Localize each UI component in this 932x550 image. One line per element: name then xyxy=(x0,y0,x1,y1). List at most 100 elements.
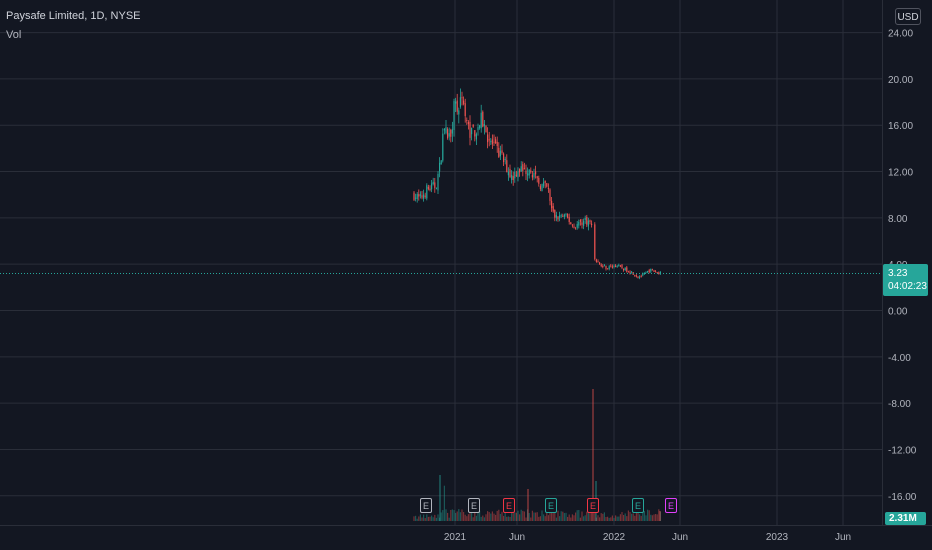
volume-bar xyxy=(659,511,661,521)
volume-bar xyxy=(571,514,573,521)
volume-bar xyxy=(656,514,658,521)
volume-indicator-label[interactable]: Vol xyxy=(6,29,22,41)
candle-body xyxy=(517,171,519,178)
candle-body xyxy=(621,264,623,269)
candle-body xyxy=(597,261,599,263)
candle-body xyxy=(448,133,450,137)
volume-bar xyxy=(455,512,457,521)
earnings-marker[interactable]: E xyxy=(587,498,599,513)
volume-bar xyxy=(637,512,639,521)
symbol-title[interactable]: Paysafe Limited, 1D, NYSE xyxy=(6,10,141,22)
candle-body xyxy=(507,171,509,176)
volume-bar xyxy=(578,509,580,521)
volume-bar xyxy=(546,511,548,521)
volume-bar xyxy=(565,512,567,521)
volume-bar xyxy=(432,517,434,521)
candle-body xyxy=(619,265,621,267)
volume-bar xyxy=(549,510,551,521)
candle-body xyxy=(445,127,447,133)
candle-body xyxy=(576,224,578,228)
volume-bar xyxy=(523,511,525,521)
candle-body xyxy=(504,158,506,160)
candle-body xyxy=(520,166,522,172)
volume-bar xyxy=(423,514,425,521)
candle-body xyxy=(493,141,495,143)
candle-body xyxy=(531,174,533,178)
candle-body xyxy=(595,259,597,262)
currency-button[interactable]: USD xyxy=(895,8,921,25)
candle-body xyxy=(519,168,521,173)
candle-body xyxy=(624,267,626,271)
volume-bar xyxy=(570,517,572,521)
volume-bar xyxy=(547,515,549,521)
candle-body xyxy=(498,147,500,158)
price-axis[interactable]: 24.0020.0016.0012.008.004.000.00-4.00-8.… xyxy=(888,29,917,503)
volume-bar xyxy=(437,514,439,521)
volume-bar xyxy=(461,509,463,521)
earnings-marker[interactable]: E xyxy=(420,498,432,513)
candle-body xyxy=(645,272,647,274)
price-tick-label: 20.00 xyxy=(888,75,913,86)
earnings-marker[interactable]: E xyxy=(545,498,557,513)
candle-body xyxy=(469,121,471,138)
earnings-marker[interactable]: E xyxy=(665,498,677,513)
candle-body xyxy=(555,215,557,218)
volume-bar xyxy=(655,514,657,521)
volume-bar xyxy=(474,509,476,521)
volume-badge: 2.31M xyxy=(885,512,926,525)
candle-body xyxy=(429,188,431,191)
volume-bar xyxy=(466,516,468,521)
volume-bar xyxy=(618,516,620,521)
volume-bar xyxy=(581,511,583,521)
candle-body xyxy=(546,183,548,187)
volume-bar xyxy=(495,514,497,521)
time-axis[interactable]: 2021 Jun 2022 Jun 2023 Jun xyxy=(444,532,851,543)
volume-bar xyxy=(419,514,421,521)
earnings-marker[interactable]: E xyxy=(468,498,480,513)
volume-bar xyxy=(552,511,554,521)
candle-body xyxy=(578,221,580,226)
candle-body xyxy=(552,206,554,212)
candle-body xyxy=(442,133,444,161)
candle-body xyxy=(419,194,421,196)
candle-body xyxy=(496,141,498,146)
candle-body xyxy=(583,220,585,226)
candle-body xyxy=(568,217,570,222)
volume-bar xyxy=(459,512,461,521)
candle-body xyxy=(483,123,485,127)
volume-bar xyxy=(576,510,578,521)
candle-body xyxy=(479,125,481,128)
candle-body xyxy=(613,265,615,267)
volume-bar xyxy=(554,512,556,521)
volume-bar xyxy=(627,510,629,521)
volume-bar xyxy=(485,514,487,521)
volume-bar xyxy=(531,510,533,521)
volume-bar xyxy=(579,517,581,521)
candle-body xyxy=(467,122,469,125)
candle-body xyxy=(424,195,426,197)
candle-body xyxy=(575,228,577,230)
candle-body xyxy=(488,139,490,141)
volume-bar xyxy=(563,513,565,521)
volume-bar xyxy=(560,511,562,521)
price-tick-label: 16.00 xyxy=(888,121,913,132)
earnings-marker[interactable]: E xyxy=(503,498,515,513)
candle-body xyxy=(416,193,418,200)
volume-bar xyxy=(522,510,524,521)
candle-body xyxy=(511,175,513,180)
candle-body xyxy=(618,264,620,266)
candle-body xyxy=(421,195,423,198)
candle-body xyxy=(603,265,605,267)
volume-bar xyxy=(539,516,541,521)
candle-body xyxy=(647,270,649,273)
candle-body xyxy=(563,214,565,217)
candle-body xyxy=(594,224,596,260)
candle-body xyxy=(512,176,514,180)
candle-body xyxy=(651,269,653,271)
earnings-marker[interactable]: E xyxy=(632,498,644,513)
time-tick-label: 2023 xyxy=(766,532,789,543)
volume-bar xyxy=(647,509,649,521)
volume-bar xyxy=(559,516,561,521)
candle-body xyxy=(586,217,588,225)
